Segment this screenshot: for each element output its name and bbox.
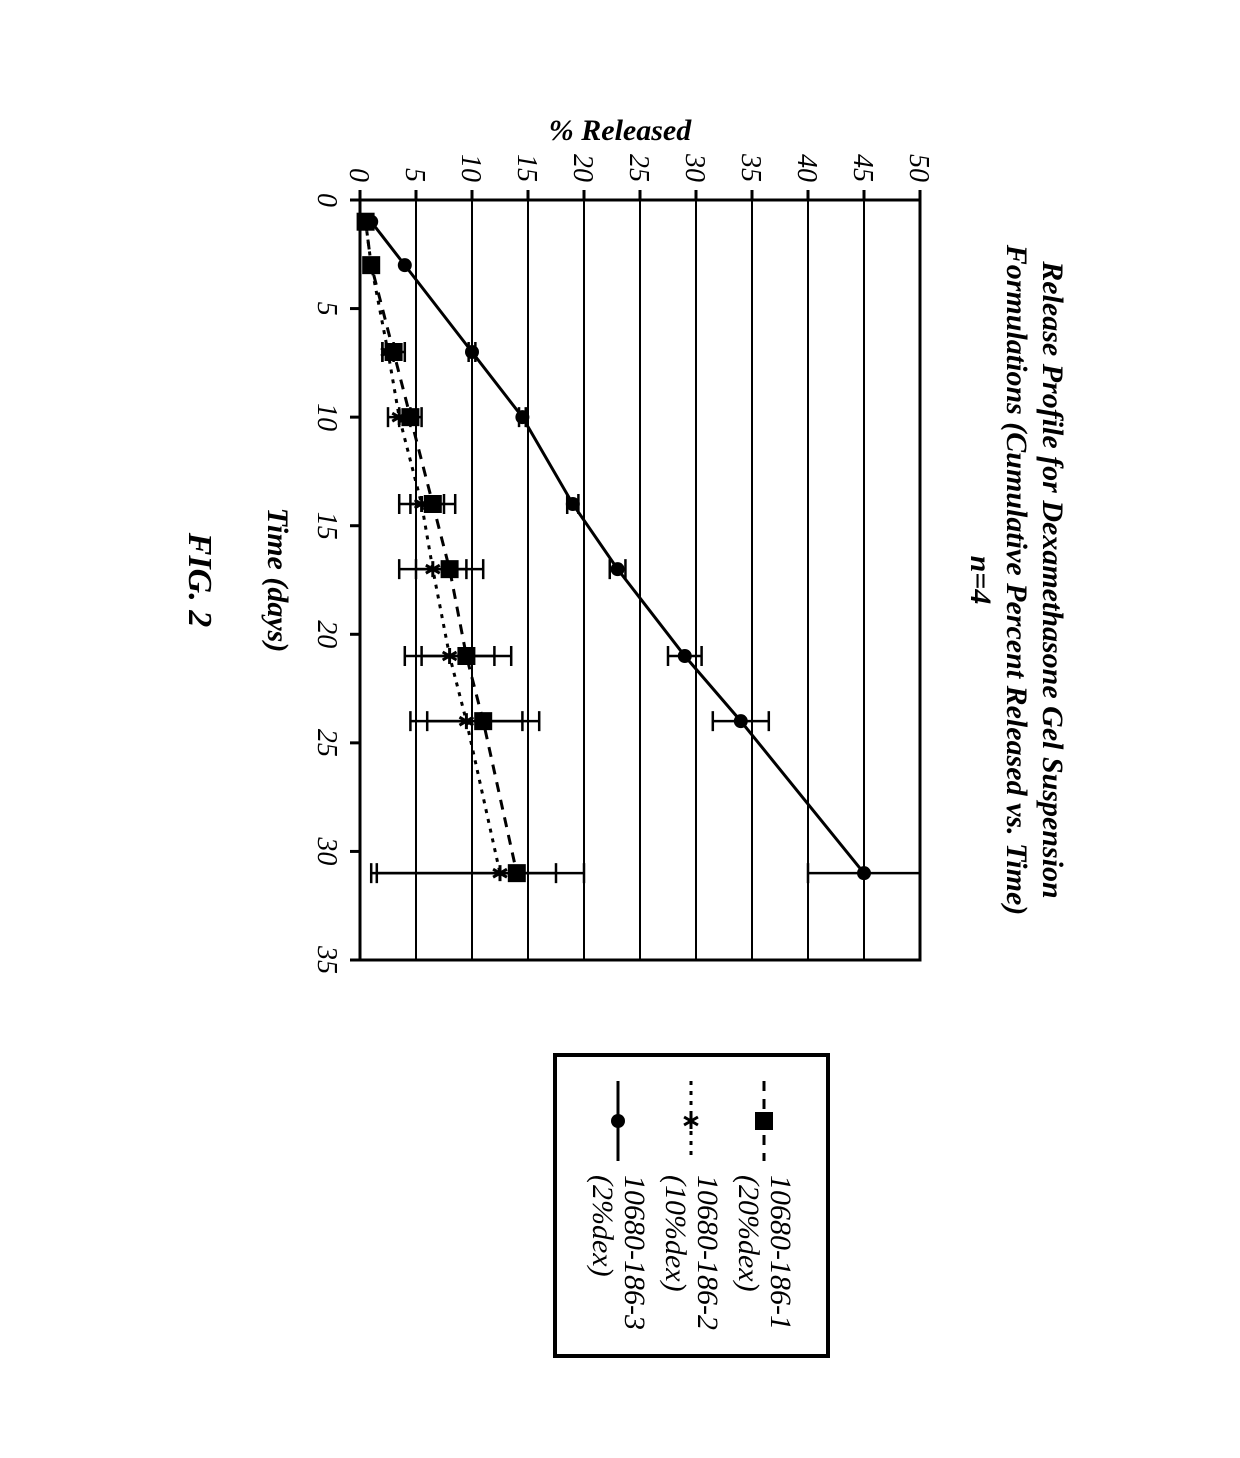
x-axis-label: Time (days) (260, 200, 294, 960)
y-axis-label: % Released (549, 114, 691, 148)
legend-item: 10680-186-2(10%dex) (660, 1081, 723, 1330)
svg-text:35: 35 (735, 153, 766, 182)
svg-text:35: 35 (311, 945, 342, 974)
legend-item: 10680-186-1(20%dex) (733, 1081, 796, 1330)
svg-text:40: 40 (791, 154, 822, 182)
chart-title: Release Profile for Dexamethasone Gel Su… (962, 200, 1070, 960)
legend-label: 10680-186-2(10%dex) (660, 1175, 723, 1330)
chart-container: Release Profile for Dexamethasone Gel Su… (150, 40, 1090, 1418)
svg-text:25: 25 (623, 154, 654, 182)
svg-text:45: 45 (847, 154, 878, 182)
svg-text:0: 0 (343, 168, 374, 182)
svg-text:5: 5 (311, 302, 342, 316)
svg-text:50: 50 (903, 154, 934, 182)
legend-swatch-icon (745, 1081, 785, 1161)
legend: 10680-186-1(20%dex)10680-186-2(10%dex)10… (553, 1053, 830, 1358)
svg-text:10: 10 (455, 154, 486, 182)
title-line3: n=4 (962, 200, 998, 960)
svg-text:20: 20 (311, 620, 342, 648)
svg-text:15: 15 (511, 154, 542, 182)
svg-text:5: 5 (399, 168, 430, 182)
svg-text:15: 15 (311, 512, 342, 540)
legend-swatch-icon (599, 1081, 639, 1161)
title-line2: Formulations (Cumulative Percent Release… (998, 200, 1034, 960)
svg-text:10: 10 (311, 403, 342, 431)
figure-caption: FIG. 2 (180, 200, 218, 960)
svg-text:20: 20 (567, 154, 598, 182)
legend-label: 10680-186-1(20%dex) (733, 1175, 796, 1330)
legend-item: 10680-186-3(2%dex) (587, 1081, 650, 1330)
svg-text:30: 30 (679, 153, 710, 182)
legend-swatch-icon (672, 1081, 712, 1161)
svg-text:30: 30 (311, 836, 342, 865)
svg-text:0: 0 (311, 193, 342, 207)
legend-label: 10680-186-3(2%dex) (587, 1175, 650, 1330)
svg-text:25: 25 (311, 729, 342, 757)
title-line1: Release Profile for Dexamethasone Gel Su… (1034, 200, 1070, 960)
